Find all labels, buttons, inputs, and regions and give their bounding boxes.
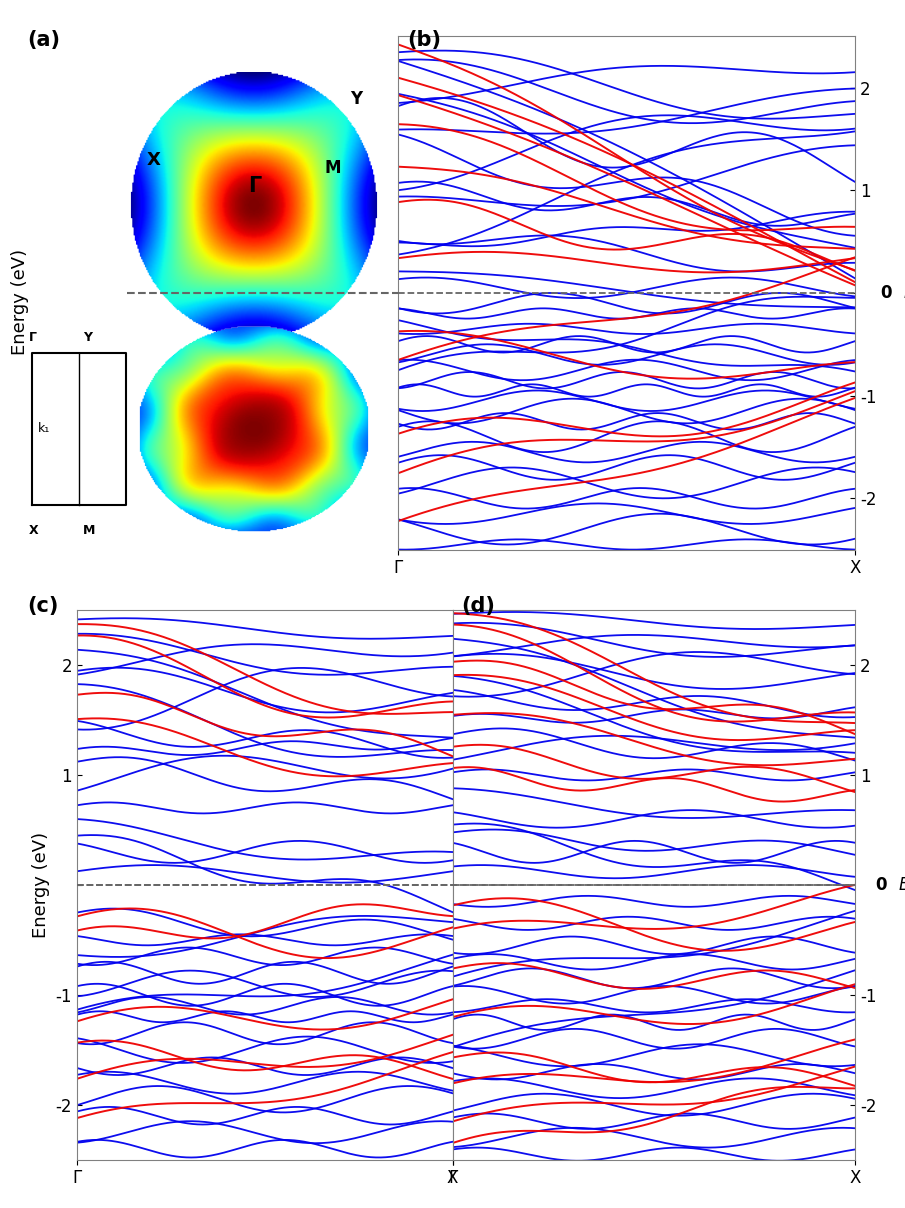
- Text: 0  $E_F$: 0 $E_F$: [881, 283, 905, 303]
- Text: (b): (b): [407, 30, 442, 51]
- Text: Y: Y: [83, 331, 92, 344]
- Text: X: X: [29, 524, 39, 536]
- Text: (d): (d): [462, 596, 495, 616]
- Text: (c): (c): [27, 596, 59, 616]
- Text: M: M: [83, 524, 96, 536]
- Text: k₁: k₁: [38, 423, 50, 435]
- Text: M: M: [324, 159, 341, 178]
- Text: X: X: [147, 151, 161, 169]
- Text: Energy (eV): Energy (eV): [11, 249, 29, 355]
- Text: (a): (a): [27, 30, 60, 51]
- Text: 0  $E_F$: 0 $E_F$: [875, 875, 905, 895]
- Text: Y: Y: [349, 91, 362, 109]
- Text: Γ: Γ: [29, 331, 37, 344]
- Text: Γ: Γ: [248, 176, 262, 196]
- Y-axis label: Energy (eV): Energy (eV): [32, 832, 50, 937]
